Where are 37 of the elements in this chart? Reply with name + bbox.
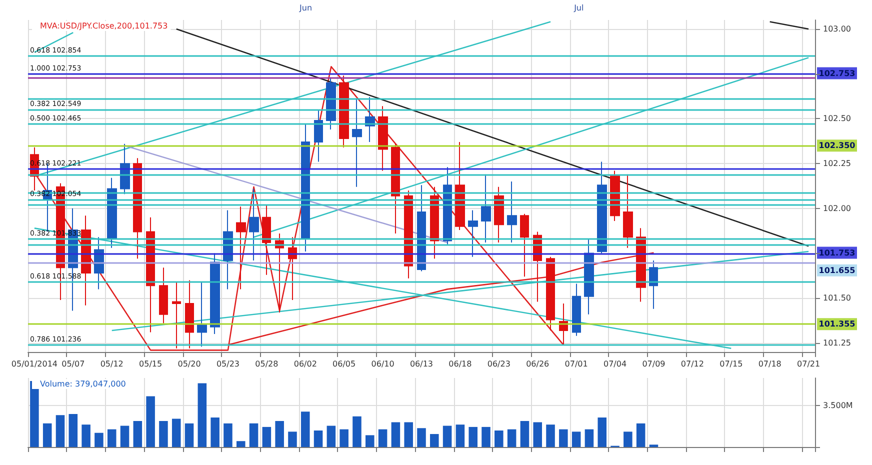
y-tick-label: 102.50 — [823, 114, 851, 124]
x-tick-label: 07/12 — [680, 360, 704, 368]
y-tick-label: 101.50 — [823, 294, 851, 303]
x-tick-label: 05/20 — [178, 360, 201, 368]
x-tick-label: 05/01/2014 — [11, 360, 58, 368]
annotation: 101.655 — [818, 266, 856, 275]
y-tick-label: 102.00 — [823, 204, 851, 213]
x-tick-label: 06/26 — [526, 360, 550, 368]
y-tick-label: 3.500M — [823, 401, 853, 410]
x-tick-label: 06/23 — [487, 360, 510, 368]
annotation: 101.753 — [818, 248, 856, 258]
x-tick-label: 07/18 — [758, 360, 782, 368]
x-tick-label: 05/28 — [255, 360, 278, 368]
series-label: Volume: 379,047,000 — [40, 380, 126, 388]
y-tick-label: 101.25 — [823, 338, 851, 348]
x-tick-label: 06/18 — [448, 360, 472, 368]
x-tick-label: 05/15 — [139, 360, 162, 368]
y-tick-label: 102.25 — [823, 159, 851, 168]
x-tick-label: 06/02 — [294, 360, 317, 368]
x-tick-label: 07/04 — [603, 360, 627, 368]
x-tick-label: 05/12 — [100, 360, 124, 368]
x-tick-label: 07/01 — [564, 360, 588, 368]
x-tick-label: 06/05 — [332, 360, 356, 368]
text: MVA:USD/JPY.Close,200,101.753 — [40, 22, 168, 30]
annotation: 101.355 — [818, 320, 856, 329]
x-tick-label: 05/07 — [62, 360, 85, 368]
text: Jun — [298, 4, 312, 12]
text: Jul — [573, 4, 584, 12]
x-tick-label: 07/15 — [720, 360, 743, 368]
x-tick-label: 07/21 — [797, 360, 820, 368]
annotation: 102.350 — [818, 141, 856, 150]
x-tick-label: 06/10 — [371, 360, 394, 368]
annotation: 102.753 — [818, 68, 856, 78]
y-tick-label: 103.00 — [823, 24, 851, 34]
x-tick-label: 06/13 — [410, 360, 434, 368]
x-tick-label: 07/09 — [642, 360, 666, 368]
x-tick-label: 05/23 — [216, 360, 240, 368]
